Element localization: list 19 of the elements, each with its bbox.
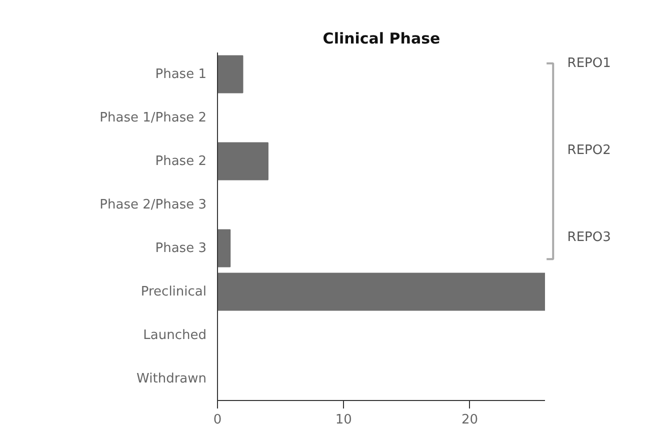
x-tick-label: 10 xyxy=(335,412,352,428)
y-tick-label: Withdrawn xyxy=(136,371,206,386)
text: REPO1 xyxy=(567,56,611,71)
y-tick-label: Preclinical xyxy=(140,284,207,300)
bar xyxy=(218,272,545,311)
y-tick-label: Phase 2 xyxy=(155,154,207,169)
bar xyxy=(218,55,244,94)
x-tick-label: 0 xyxy=(213,412,222,428)
y-tick-label: Launched xyxy=(143,328,207,343)
text: REPO2 xyxy=(567,142,611,158)
y-tick-label: Phase 2/Phase 3 xyxy=(100,197,207,212)
chart-title: Clinical Phase xyxy=(322,30,440,48)
text: REPO3 xyxy=(567,230,611,245)
bar xyxy=(218,229,231,268)
bar xyxy=(218,142,268,180)
x-tick-label: 20 xyxy=(462,412,478,428)
y-tick-label: Phase 3 xyxy=(155,240,207,256)
y-tick-label: Phase 1/Phase 2 xyxy=(100,110,207,126)
y-tick-label: Phase 1 xyxy=(155,66,207,82)
